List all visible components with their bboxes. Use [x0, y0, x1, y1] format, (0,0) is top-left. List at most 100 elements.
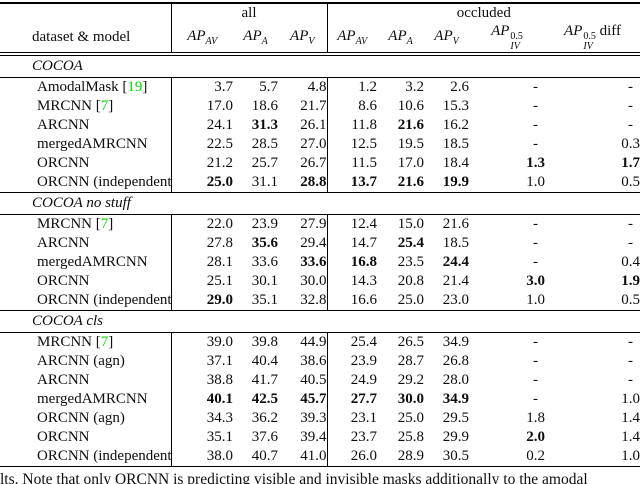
value-cell: 39.3 [278, 409, 328, 429]
table-row: ORCNN 21.2 25.7 26.7 11.5 17.0 18.4 1.3 1.7 [0, 154, 640, 174]
model-cell: ORCNN [0, 154, 172, 174]
value-cell: 29.2 [397, 372, 425, 388]
column-header-6: AP 0.5 IV [469, 24, 546, 57]
math-subscript: A [261, 35, 268, 47]
empty-value-dash: - [628, 79, 634, 95]
column-header-2: APV [278, 24, 328, 57]
math-base: AP [243, 27, 262, 44]
value-cell: 38.0 [171, 447, 233, 468]
model-cell: mergedAMRCNN [0, 253, 172, 273]
model-name: ORCNN [37, 155, 90, 171]
value-cell: 23.5 [397, 254, 425, 270]
model-cell: MRCNN [7] [0, 332, 172, 353]
value-cell: 1.8 [526, 410, 546, 426]
value-cell: 26.7 [278, 154, 328, 174]
value-cell: - [469, 253, 545, 272]
value-cell: 1.0 [545, 447, 640, 468]
value-cell: 2.0 [526, 429, 546, 445]
section-title: COCOA [0, 53, 640, 79]
corner-label: dataset & model [0, 24, 172, 57]
value-cell: 23.7 [350, 429, 378, 445]
value-cell: 27.9 [278, 214, 328, 235]
value-cell: 21.2 [206, 155, 233, 171]
value-cell: 4.8 [278, 77, 328, 98]
empty-value-dash: - [533, 391, 539, 407]
header-suffix: diff [595, 24, 622, 39]
table-row: MRCNN [7] 17.0 18.6 21.7 8.6 10.6 15.3 - - [0, 97, 640, 117]
value-cell: 1.0 [526, 292, 546, 308]
citation-link[interactable]: 7 [100, 334, 109, 350]
empty-value-dash: - [628, 216, 634, 232]
value-cell: 1.3 [526, 155, 546, 171]
value-cell: 0.5 [621, 174, 640, 190]
value-cell: - [545, 97, 640, 116]
model-cell: ORCNN (independent) [0, 173, 172, 193]
model-cell: ORCNN (agn) [0, 409, 172, 429]
math-subscript: IV [510, 41, 520, 53]
citation-link[interactable]: 7 [100, 216, 109, 232]
empty-value-dash: - [628, 353, 634, 369]
table-row: ORCNN (independent) 29.0 35.1 32.8 16.6 25.0 2… [0, 291, 640, 311]
value-cell: 22.0 [206, 216, 233, 232]
model-name: ARCNN (agn) [37, 353, 125, 369]
value-cell: - [469, 352, 545, 371]
value-cell: 34.9 [442, 391, 470, 407]
results-table: all occluded dataset & model APAV APA APV APAV… [0, 2, 640, 468]
citation-link[interactable]: 7 [100, 98, 109, 114]
value-cell: 17.0 [206, 98, 233, 114]
value-cell: 39.4 [278, 428, 328, 448]
caption-fragment: lts. Note that only ORCNN is predicting … [0, 471, 588, 484]
empty-value-dash: - [533, 216, 539, 232]
value-cell: 35.1 [251, 292, 278, 308]
model-name: ORCNN (independent) [37, 174, 171, 190]
value-cell: 26.0 [327, 447, 378, 468]
value-cell: - [469, 371, 545, 390]
value-cell: 24.9 [350, 372, 378, 388]
value-cell: 19.5 [397, 136, 425, 152]
value-cell: 0.5 [621, 292, 640, 308]
value-cell: 25.7 [251, 155, 278, 171]
value-cell: 35.6 [251, 235, 278, 251]
empty-value-dash: - [533, 353, 539, 369]
value-cell: 39.8 [251, 334, 278, 350]
value-cell: 14.7 [350, 235, 378, 251]
empty-value-dash: - [533, 235, 539, 251]
value-cell: 33.6 [278, 253, 328, 273]
citation-link[interactable]: 19 [127, 79, 143, 95]
value-cell: 30.1 [251, 273, 278, 289]
value-cell: 36.2 [251, 410, 278, 426]
value-cell: - [545, 78, 640, 98]
value-cell: 25.4 [350, 334, 378, 350]
table-row: ORCNN (independent) 25.0 31.1 28.8 13.7 21.6 1… [0, 173, 640, 193]
value-cell: 25.0 [397, 410, 425, 426]
value-cell: 1.2 [358, 79, 378, 95]
table-row: AmodalMask [19] 3.7 5.7 4.8 1.2 3.2 2.6 - - [0, 77, 640, 98]
model-name: ARCNN [37, 372, 90, 388]
model-name: ORCNN (agn) [37, 410, 125, 426]
value-cell: 37.6 [251, 429, 278, 445]
value-cell: 0.4 [621, 254, 640, 270]
value-cell: 29.5 [442, 410, 470, 426]
value-cell: - [469, 97, 545, 116]
value-cell: - [545, 352, 640, 371]
value-cell: 40.4 [251, 353, 278, 369]
value-cell: 42.5 [251, 391, 278, 407]
value-cell: 18.5 [442, 136, 470, 152]
value-cell: 18.5 [442, 235, 470, 251]
column-header-row: dataset & model APAV APA APV APAV APA APV AP 0.5… [0, 24, 640, 57]
value-cell: 18.4 [442, 155, 470, 171]
model-name: mergedAMRCNN [37, 136, 148, 152]
value-cell: - [469, 234, 545, 253]
value-cell: 13.7 [350, 174, 378, 190]
value-cell: - [469, 333, 545, 353]
model-name: ORCNN [37, 429, 90, 445]
value-cell: 23.0 [442, 292, 470, 308]
math-base: AP [290, 27, 309, 44]
value-cell: 1.4 [621, 429, 640, 445]
value-cell: 21.6 [397, 117, 425, 133]
math-subscript: AV [205, 35, 218, 47]
value-cell: 40.7 [233, 447, 278, 468]
empty-value-dash: - [533, 79, 539, 95]
value-cell: 16.2 [442, 117, 470, 133]
model-cell: ORCNN [0, 272, 172, 292]
